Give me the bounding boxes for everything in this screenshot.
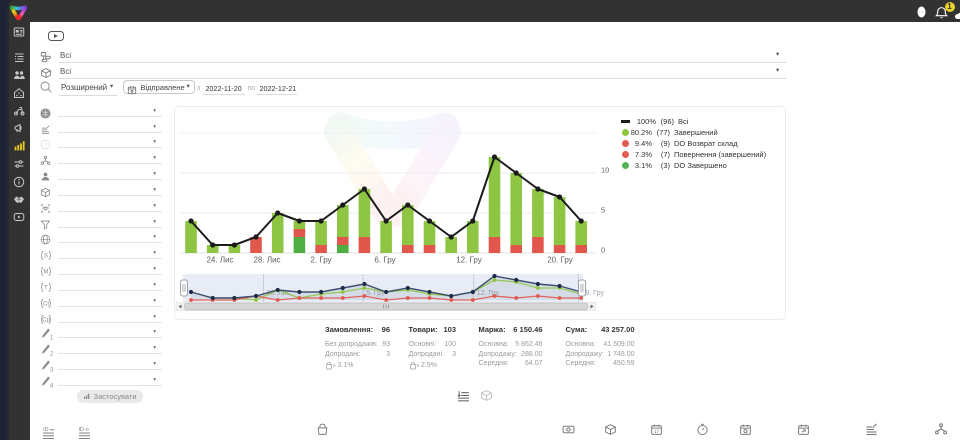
svg-text:ID: ID xyxy=(43,427,49,433)
svg-text:?: ? xyxy=(44,143,47,149)
svg-text:12. Гру: 12. Гру xyxy=(477,290,500,297)
svg-text:20. Гру: 20. Гру xyxy=(547,256,573,265)
svg-text:24. Лис: 24. Лис xyxy=(206,256,233,265)
svg-text:2. Гру: 2. Гру xyxy=(310,256,331,265)
svg-text:6. Гру: 6. Гру xyxy=(374,256,395,265)
svg-text:12. Гру: 12. Гру xyxy=(456,256,482,265)
svg-text:28. Лис: 28. Лис xyxy=(267,290,291,297)
svg-text:Cp: Cp xyxy=(42,317,50,323)
svg-text:1: 1 xyxy=(50,336,53,341)
svg-text:3: 3 xyxy=(50,367,53,372)
svg-text:0: 0 xyxy=(601,246,605,255)
svg-text:10: 10 xyxy=(601,166,609,175)
svg-text:4: 4 xyxy=(50,383,53,388)
svg-text:M: M xyxy=(44,270,49,276)
svg-text:2: 2 xyxy=(50,352,53,357)
svg-text:19. Гру: 19. Гру xyxy=(582,290,605,297)
svg-text:28. Лис: 28. Лис xyxy=(253,256,280,265)
svg-text:S: S xyxy=(44,254,48,260)
svg-text:17: 17 xyxy=(654,429,660,434)
svg-text:Ct: Ct xyxy=(43,301,49,307)
svg-text:5: 5 xyxy=(601,206,605,215)
svg-text:ID-o: ID-o xyxy=(79,427,89,433)
svg-text:5. Гру: 5. Гру xyxy=(366,290,385,297)
svg-text:T: T xyxy=(44,285,48,291)
